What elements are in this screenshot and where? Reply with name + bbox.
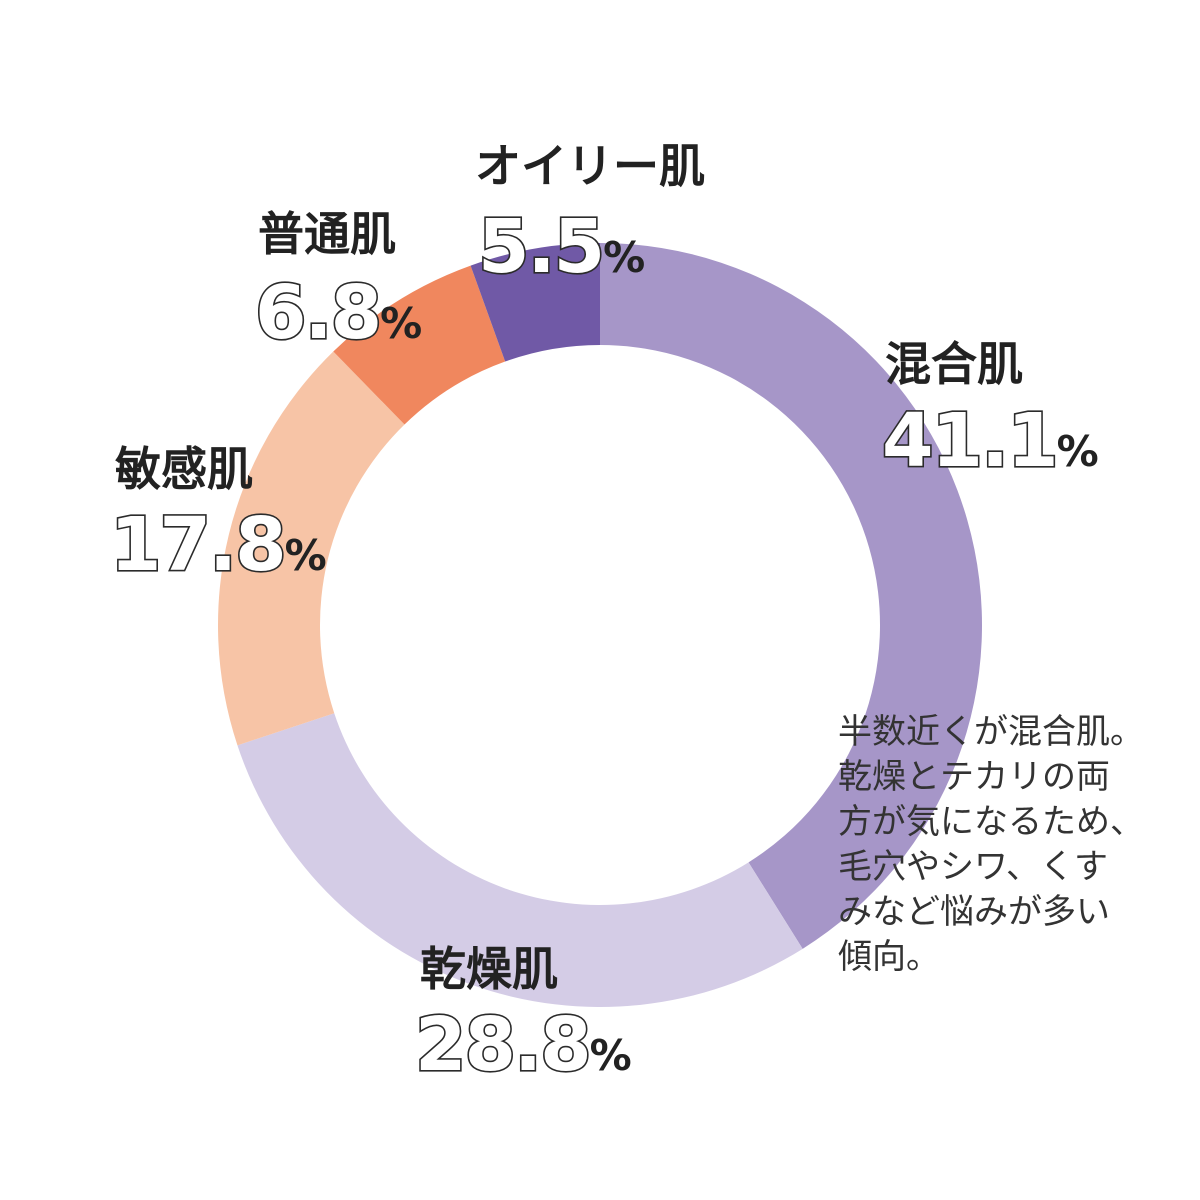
label-name-dry: 乾燥肌 [420, 942, 558, 996]
note-line: みなど悩みが多い [838, 892, 1110, 932]
note-line: 乾燥とテカリの両 [838, 757, 1110, 797]
note-line: 半数近くが混合肌。 [838, 712, 1144, 752]
annotation-note: 半数近くが混合肌。 乾燥とテカリの両 方が気になるため、 毛穴やシワ、くす みな… [838, 710, 1158, 980]
value-normal: 6.8 [255, 270, 380, 356]
label-value-normal: 6.8% [255, 270, 422, 356]
label-normal-skin: 普通肌 6.8% [253, 207, 422, 358]
value-oily: 5.5 [478, 204, 603, 290]
note-line: 毛穴やシワ、くす [838, 847, 1108, 887]
unit-normal: % [380, 299, 422, 348]
label-sensitive-skin: 敏感肌 17.8% [108, 442, 327, 590]
label-oily-skin: オイリー肌 5.5% [475, 139, 705, 292]
value-combination: 41.1 [882, 398, 1057, 484]
label-value-dry: 28.8% [415, 1002, 632, 1088]
unit-sensitive: % [285, 531, 327, 580]
note-line: 傾向。 [838, 937, 940, 977]
donut-slices [218, 243, 983, 1008]
label-dry-skin: 乾燥肌 28.8% [413, 942, 632, 1090]
note-line: 方が気になるため、 [838, 802, 1144, 842]
label-name-normal: 普通肌 [258, 207, 396, 261]
label-name-combination: 混合肌 [885, 337, 1023, 391]
label-name-sensitive: 敏感肌 [115, 442, 253, 496]
unit-combination: % [1057, 427, 1099, 476]
label-value-combination: 41.1% [882, 398, 1099, 484]
slice-sensitive [218, 351, 405, 746]
label-name-oily: オイリー肌 [475, 139, 705, 193]
unit-oily: % [603, 233, 645, 282]
slice-combination [600, 243, 983, 949]
slice-normal [333, 265, 506, 425]
value-sensitive: 17.8 [110, 502, 285, 588]
label-value-sensitive: 17.8% [110, 502, 327, 588]
label-combination-skin: 混合肌 41.1% [880, 337, 1099, 486]
unit-dry: % [590, 1031, 632, 1080]
slice-oily [470, 243, 600, 362]
value-dry: 28.8 [415, 1002, 590, 1088]
slice-dry [237, 713, 803, 1008]
label-value-oily: 5.5% [478, 204, 645, 290]
